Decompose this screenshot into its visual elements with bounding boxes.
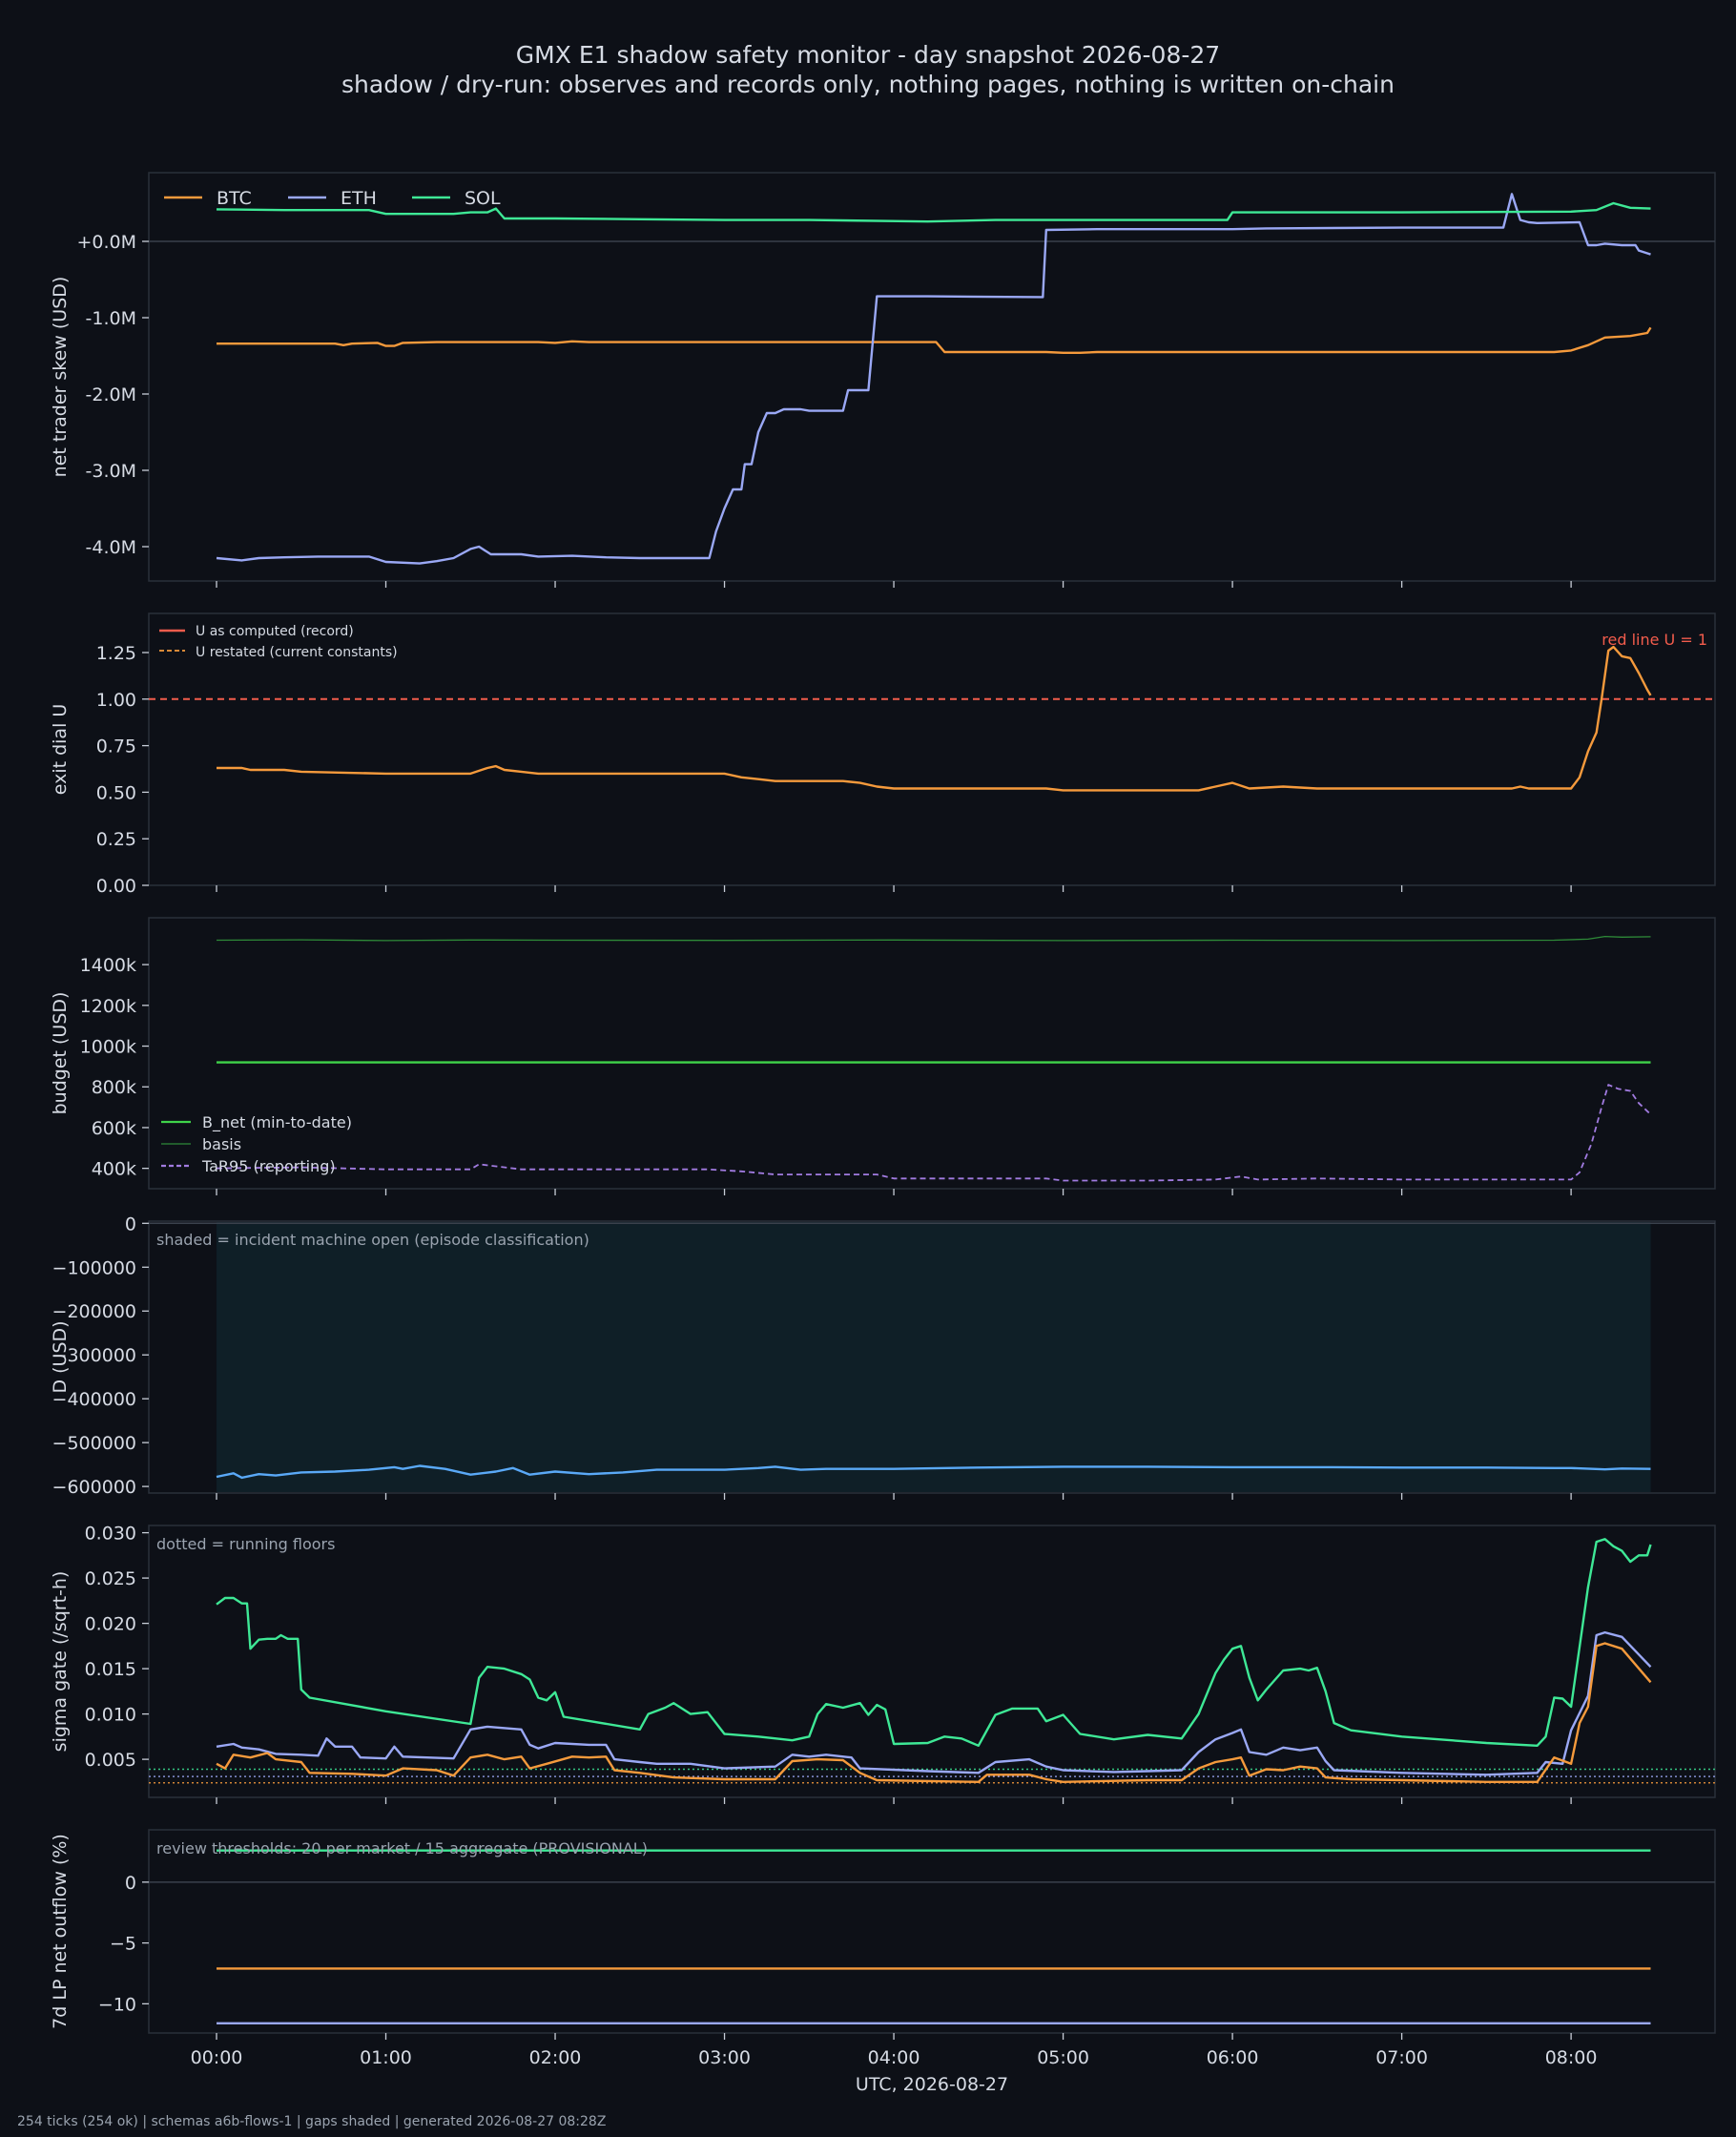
y-tick-label: −300000: [52, 1345, 136, 1366]
y-tick-label: 0.025: [85, 1568, 136, 1589]
footer-status: 254 ticks (254 ok) | schemas a6b-flows-1…: [17, 2114, 606, 2129]
red-line-annotation: red line U = 1: [1602, 631, 1707, 649]
y-tick-label: 1000k: [80, 1037, 136, 1058]
x-tick-label: 00:00: [191, 2047, 243, 2068]
y-tick-label: −10: [98, 1994, 136, 2015]
y-axis-label: D (USD): [50, 1320, 71, 1393]
y-tick-label: −5: [110, 1934, 136, 1955]
y-tick-label: 0: [125, 1873, 136, 1894]
y-tick-label: −200000: [52, 1301, 136, 1322]
series-line-eth: [216, 193, 1651, 565]
panel-5: 0.030 0.025 0.020 0.015 0.010 0.005 sigma gate…: [50, 1524, 1716, 1804]
chart-title: GMX E1 shadow safety monitor - day snaps…: [516, 41, 1220, 69]
series-line-btc: [217, 326, 1652, 354]
y-axis-label: 7d LP net outflow (%): [50, 1834, 71, 2029]
y-tick-label: 1400k: [80, 955, 136, 976]
y-tick-label: 0.020: [85, 1614, 136, 1635]
series-line-eth: [216, 1630, 1652, 1776]
chart-subtitle: shadow / dry-run: observes and records o…: [341, 71, 1395, 98]
incident-shading: [217, 1222, 1651, 1492]
panel-4: 0 −100000 −200000 −300000 −400000 −500000 −600…: [50, 1214, 1716, 1500]
x-tick-label: 02:00: [529, 2047, 582, 2068]
y-tick-label: −600000: [52, 1477, 136, 1498]
y-tick-label: 1.00: [96, 690, 136, 711]
plot-area: [148, 172, 1716, 582]
y-tick-label: 0: [125, 1214, 136, 1234]
legend-label: U restated (current constants): [196, 645, 398, 660]
y-tick-label: 400k: [92, 1159, 136, 1180]
panel-1: +0.0M -1.0M -2.0M -3.0M -4.0M net trader skew…: [50, 172, 1716, 588]
y-tick-label: -3.0M: [86, 461, 136, 482]
y-tick-label: 0.75: [96, 737, 136, 757]
legend-label: TaR95 (reporting): [201, 1157, 336, 1175]
series-line-basis: [216, 935, 1651, 942]
legend-label: U as computed (record): [196, 624, 354, 639]
legend-label: ETH: [341, 188, 377, 209]
y-axis-label: budget (USD): [50, 992, 71, 1115]
legend-label: B_net (min-to-date): [202, 1113, 352, 1132]
y-tick-label: −100000: [52, 1257, 136, 1278]
y-tick-label: −400000: [52, 1389, 136, 1410]
panels: +0.0M -1.0M -2.0M -3.0M -4.0M net trader skew…: [50, 172, 1716, 2095]
y-axis-label: exit dial U: [50, 704, 71, 796]
x-tick-label: 04:00: [868, 2047, 920, 2068]
legend-label: BTC: [217, 188, 252, 209]
panel-note: review thresholds: 20 per market / 15 ag…: [156, 1839, 648, 1857]
x-tick-label: 01:00: [360, 2047, 412, 2068]
y-tick-label: 1.25: [96, 643, 136, 664]
y-tick-label: 1200k: [80, 996, 136, 1017]
x-axis-label: UTC, 2026-08-27: [856, 2074, 1008, 2095]
plot-area: [148, 917, 1716, 1190]
legend-label: basis: [202, 1135, 241, 1153]
x-tick-label: 06:00: [1207, 2047, 1259, 2068]
plot-area: [148, 1525, 1716, 1798]
y-tick-label: 600k: [92, 1118, 136, 1139]
y-tick-label: 0.25: [96, 829, 136, 850]
x-tick-label: 08:00: [1545, 2047, 1598, 2068]
y-tick-label: 0.00: [96, 876, 136, 897]
x-tick-label: 07:00: [1375, 2047, 1428, 2068]
y-tick-label: 0.030: [85, 1524, 136, 1545]
y-tick-label: 0.010: [85, 1705, 136, 1726]
y-tick-label: +0.0M: [76, 232, 136, 253]
series-line-sol: [216, 201, 1651, 223]
y-tick-label: -4.0M: [86, 537, 136, 558]
legend-label: SOL: [465, 188, 501, 209]
panel-3: 1400k 1200k 1000k 800k 600k 400k budget (USD) B…: [50, 917, 1716, 1195]
y-axis-label: sigma gate (/sqrt-h): [50, 1571, 71, 1753]
y-tick-label: −500000: [52, 1433, 136, 1454]
y-tick-label: 0.015: [85, 1659, 136, 1680]
x-tick-label: 05:00: [1037, 2047, 1089, 2068]
series-line-d: [216, 1464, 1651, 1480]
panel-note: shaded = incident machine open (episode …: [156, 1231, 589, 1249]
panel-6: 0 −5 −10 7d LP net outflow (%) review thresh…: [50, 1829, 1716, 2040]
series-line-sol: [216, 1538, 1652, 1747]
series-line-btc: [216, 1642, 1652, 1783]
plot-area: [148, 612, 1716, 886]
panel-note: dotted = running floors: [156, 1535, 335, 1553]
y-tick-label: 0.005: [85, 1750, 136, 1771]
y-axis-label: net trader skew (USD): [50, 277, 71, 478]
plot-area: [148, 1829, 1716, 2034]
y-tick-label: 800k: [92, 1077, 136, 1098]
y-tick-label: -2.0M: [86, 384, 136, 405]
series-line-u-restated-current-constants-: [217, 645, 1652, 792]
x-tick-label: 03:00: [698, 2047, 751, 2068]
y-tick-label: -1.0M: [86, 308, 136, 329]
y-tick-label: 0.50: [96, 782, 136, 803]
series-line-tar95-reporting-: [216, 1084, 1652, 1182]
panel-2: red line U = 1 1.25 1.00 0.75 0.50 0.25 0.00 ex…: [50, 612, 1716, 897]
